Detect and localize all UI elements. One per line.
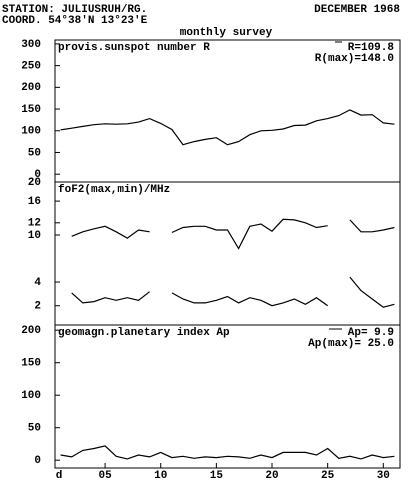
panel-title: geomagn.planetary index Ap — [58, 327, 230, 339]
x-tick-label: 05 — [98, 470, 112, 480]
y-tick-label: 0 — [34, 455, 41, 467]
y-tick-label: 20 — [28, 177, 41, 189]
x-tick-label: 15 — [210, 470, 224, 480]
panel-frame — [54, 181, 401, 326]
annotation: Ap= 9.9 — [348, 327, 394, 339]
y-tick-label: 250 — [21, 61, 41, 73]
coord: COORD. 54°38'N 13°23'E — [2, 15, 148, 27]
x-tick-label: 10 — [154, 470, 167, 480]
data-line — [71, 276, 395, 308]
y-tick-label: 100 — [21, 126, 41, 138]
y-tick-label: 12 — [28, 218, 41, 230]
y-tick-label: 150 — [21, 104, 41, 116]
y-tick-label: 300 — [21, 39, 41, 51]
data-line — [60, 445, 395, 460]
x-tick-label: 25 — [321, 470, 335, 480]
panel-title: foF2(max,min)/MHz — [58, 184, 170, 196]
data-line — [71, 218, 395, 250]
y-tick-label: 2 — [34, 301, 41, 313]
station: STATION: JULIUSRUH/RG. — [2, 4, 147, 16]
y-tick-label: 10 — [28, 230, 41, 242]
y-tick-label: 100 — [21, 390, 41, 402]
annotation: R=109.8 — [348, 42, 395, 54]
y-tick-label: 4 — [34, 277, 41, 289]
panel-title: provis.sunspot number R — [58, 42, 210, 54]
y-tick-label: 50 — [28, 423, 41, 435]
y-tick-label: 0 — [34, 169, 41, 181]
subtitle: monthly survey — [180, 27, 273, 39]
data-line — [60, 109, 395, 146]
x-label: d — [56, 470, 63, 480]
date: DECEMBER 1968 — [314, 4, 400, 16]
x-tick-label: 30 — [377, 470, 390, 480]
annotation: Ap(max)= 25.0 — [308, 338, 394, 350]
panel-frame — [54, 324, 401, 469]
x-tick-label: 20 — [265, 470, 278, 480]
y-tick-label: 150 — [21, 358, 41, 370]
annotation: R(max)=148.0 — [315, 53, 394, 65]
y-tick-label: 200 — [21, 325, 41, 337]
y-tick-label: 200 — [21, 82, 41, 94]
y-tick-label: 16 — [28, 196, 41, 208]
y-tick-label: 50 — [28, 147, 41, 159]
